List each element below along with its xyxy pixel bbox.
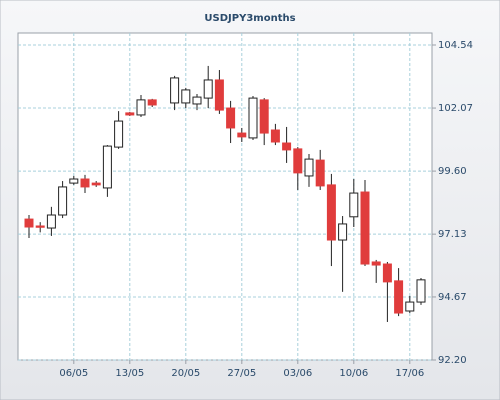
candle-body [136, 99, 146, 116]
candle-body [58, 186, 68, 216]
y-tick-label: 92.20 [438, 355, 467, 366]
x-tick-label: 20/05 [171, 368, 200, 379]
candle-body [371, 261, 381, 266]
chart-title: USDJPY3months [204, 13, 295, 24]
candle-body [237, 132, 247, 138]
x-tick-label: 17/06 [395, 368, 424, 379]
candle-body [259, 99, 269, 134]
candle-body [405, 301, 415, 312]
candle-body [226, 107, 236, 129]
y-tick-label: 94.67 [438, 292, 467, 303]
candle-body [69, 178, 79, 184]
candle-body [24, 218, 34, 228]
candle-body [147, 99, 157, 106]
candle-body [293, 148, 303, 174]
y-tick-label: 99.60 [438, 166, 467, 177]
candle-body [326, 184, 336, 241]
x-tick-label: 03/06 [283, 368, 312, 379]
candle-body [282, 142, 292, 151]
candle-body [181, 89, 191, 104]
candle-body [394, 280, 404, 314]
candle-body [80, 178, 90, 188]
candle-body [270, 129, 280, 143]
candle-body [102, 145, 112, 189]
candle-body [170, 77, 180, 104]
candle-body [382, 263, 392, 283]
candle-body [416, 279, 426, 303]
x-tick-label: 13/05 [115, 368, 144, 379]
x-tick-label: 06/05 [59, 368, 88, 379]
y-tick-label: 97.13 [438, 229, 467, 240]
candle-body [315, 159, 325, 187]
y-tick-label: 104.54 [438, 40, 473, 51]
x-tick-label: 27/05 [227, 368, 256, 379]
candle-body [360, 191, 370, 265]
candle-body [46, 214, 56, 229]
candle-body [114, 120, 124, 148]
candle-body [203, 79, 213, 99]
candle-body [192, 96, 202, 105]
candle-body [35, 225, 45, 228]
candle-body [91, 182, 101, 186]
candle-body [349, 192, 359, 218]
y-tick-label: 102.07 [438, 103, 473, 114]
candle-body [338, 223, 348, 241]
x-tick-label: 10/06 [339, 368, 368, 379]
candle-body [248, 97, 258, 139]
plot-area [17, 32, 433, 361]
candle-body [214, 79, 224, 111]
candle-body [304, 158, 314, 177]
candle-body [125, 112, 135, 116]
